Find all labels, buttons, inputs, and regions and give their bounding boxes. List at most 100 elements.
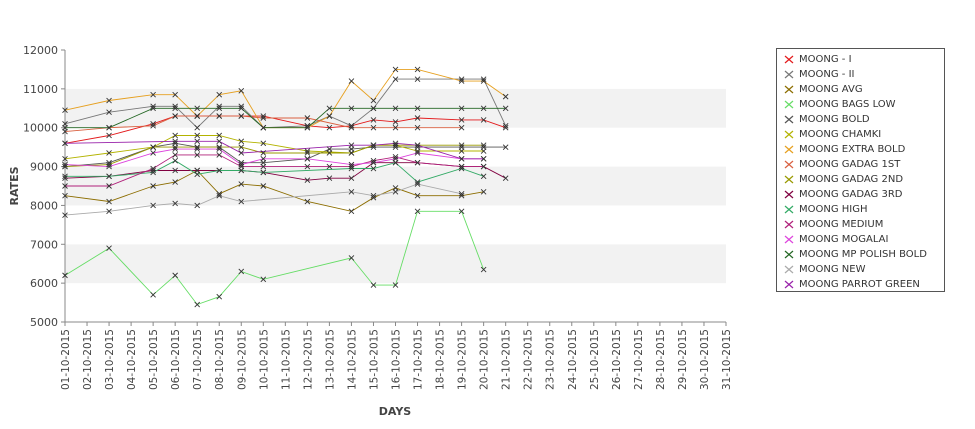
data-point <box>216 113 223 119</box>
y-tick-label: 8000 <box>30 199 58 212</box>
data-point <box>458 208 465 215</box>
grid-band <box>65 283 726 322</box>
data-point <box>414 159 421 166</box>
x-tick-label: 15-10-2015 <box>368 329 380 390</box>
x-tick-label: 18-10-2015 <box>435 329 447 390</box>
legend-marker-icon <box>781 232 799 247</box>
x-tick-label: 22-10-2015 <box>523 329 535 390</box>
x-tick-label: 21-10-2015 <box>501 329 513 390</box>
data-point <box>348 255 355 261</box>
data-point <box>194 144 201 150</box>
data-point <box>370 117 377 123</box>
data-point <box>260 183 267 189</box>
data-point <box>392 189 399 195</box>
data-point <box>216 152 223 158</box>
data-point <box>216 293 223 300</box>
data-point <box>414 142 421 149</box>
data-point <box>216 103 223 110</box>
data-point <box>62 124 68 131</box>
legend-marker-icon <box>781 217 799 232</box>
data-point <box>172 200 178 207</box>
data-point <box>62 183 68 189</box>
data-point <box>62 163 68 170</box>
data-point <box>304 177 311 183</box>
data-point <box>260 124 267 131</box>
data-point <box>392 154 399 160</box>
data-point <box>260 150 267 156</box>
data-point <box>106 150 112 156</box>
data-point <box>304 115 311 121</box>
data-point <box>194 146 201 152</box>
legend-marker-icon <box>781 82 799 97</box>
data-point <box>238 113 245 119</box>
data-point <box>172 132 178 139</box>
data-point <box>414 150 421 156</box>
data-point <box>348 105 355 112</box>
data-point <box>172 272 178 279</box>
legend-item: MOONG MOGALAI <box>781 232 944 247</box>
data-point <box>150 183 156 189</box>
y-axis: 5000 6000 7000 8000 9000 10000 11000 12000 <box>23 44 66 329</box>
legend-marker-icon <box>781 67 799 82</box>
data-point <box>62 272 68 279</box>
data-point <box>458 165 465 172</box>
data-point <box>480 105 487 112</box>
data-point <box>480 78 487 84</box>
data-point <box>172 138 178 145</box>
data-point <box>260 163 267 170</box>
data-point <box>238 161 245 168</box>
x-tick-label: 11-10-2015 <box>280 329 292 390</box>
data-point <box>502 105 509 112</box>
data-point <box>194 202 201 209</box>
data-point <box>480 189 487 195</box>
legend-item: MOONG - II <box>781 67 944 82</box>
data-point <box>414 105 421 112</box>
data-point <box>194 138 201 145</box>
x-tick-label: 26-10-2015 <box>611 329 623 390</box>
data-point <box>458 163 465 170</box>
data-point <box>304 155 311 162</box>
data-point <box>260 276 267 283</box>
data-point <box>414 208 421 215</box>
data-point <box>458 117 465 123</box>
data-point <box>458 148 465 154</box>
y-tick-label: 11000 <box>23 83 58 96</box>
legend-label: MOONG MOGALAI <box>799 234 889 245</box>
data-point <box>480 142 487 149</box>
grid-band <box>65 166 726 206</box>
data-point <box>392 140 399 147</box>
legend-item: MOONG BOLD <box>781 112 944 127</box>
data-point <box>414 192 421 199</box>
legend-marker-icon <box>781 277 799 292</box>
data-point <box>172 105 178 112</box>
data-point <box>480 117 487 123</box>
data-point <box>216 138 223 145</box>
data-point <box>216 144 223 150</box>
data-point <box>260 169 267 176</box>
data-point <box>106 198 112 205</box>
x-tick-label: 25-10-2015 <box>589 329 601 390</box>
data-point <box>150 144 156 150</box>
data-point <box>414 76 421 82</box>
data-point <box>304 150 311 156</box>
data-point <box>62 155 68 162</box>
data-point <box>370 194 377 201</box>
data-point <box>106 109 112 115</box>
data-point <box>348 189 355 195</box>
data-point <box>150 167 156 174</box>
series-line <box>64 210 485 306</box>
data-point <box>172 146 178 152</box>
data-point <box>172 152 178 158</box>
data-point <box>150 103 156 110</box>
data-point <box>150 150 156 156</box>
data-point <box>502 122 509 129</box>
data-point <box>304 163 311 170</box>
data-point <box>326 105 333 112</box>
data-point <box>106 124 112 131</box>
x-tick-label: 28-10-2015 <box>655 329 667 390</box>
x-tick-label: 01-10-2015 <box>60 329 72 390</box>
data-point <box>106 183 112 189</box>
data-point <box>370 144 377 150</box>
legend-label: MOONG NEW <box>799 264 866 275</box>
data-point <box>370 105 377 112</box>
